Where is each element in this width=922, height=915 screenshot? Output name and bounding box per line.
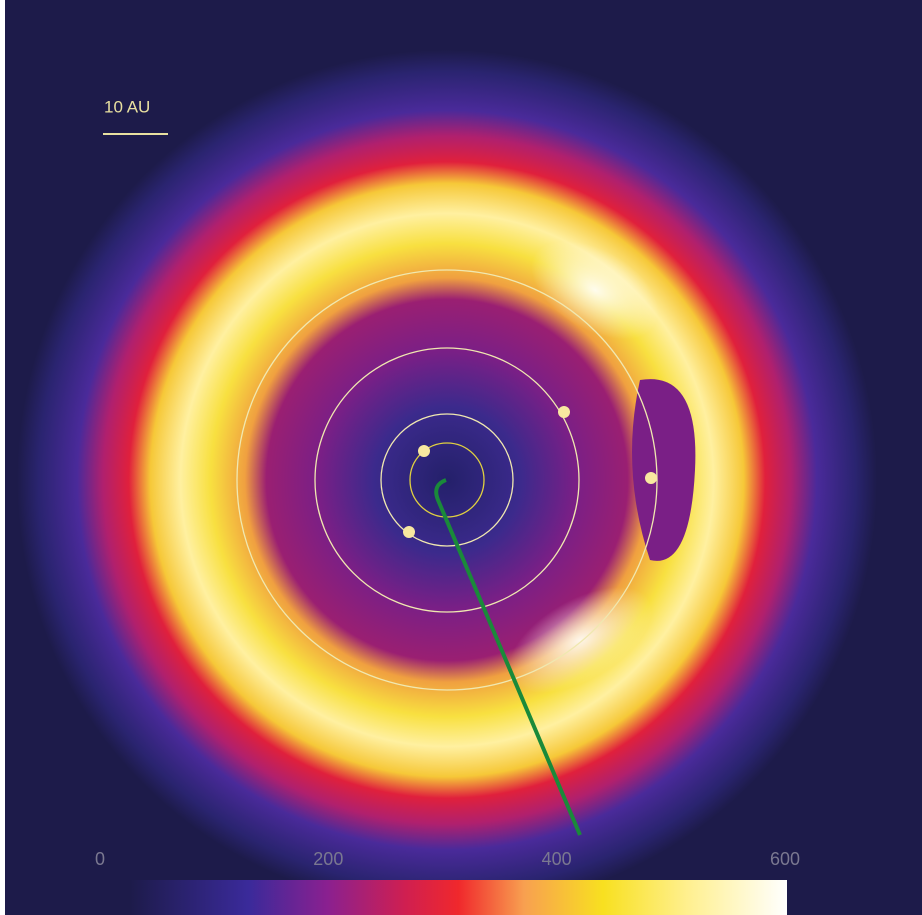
colorbar-tick-label: 400 (542, 849, 572, 869)
planets (403, 406, 657, 538)
colorbar-tick-label: 600 (770, 849, 800, 869)
colorbar-tick-label: 200 (313, 849, 343, 869)
bright-arc (531, 240, 659, 340)
scale-label: 10 AU (104, 97, 150, 116)
trajectory (434, 478, 582, 836)
colorbar-tick-label: 0 (95, 849, 105, 869)
orbits (236, 269, 658, 691)
colorbar-ticks: 0 200 400 600 (95, 849, 800, 869)
notch (632, 379, 696, 561)
colorbar (130, 880, 787, 915)
disk (17, 50, 877, 910)
